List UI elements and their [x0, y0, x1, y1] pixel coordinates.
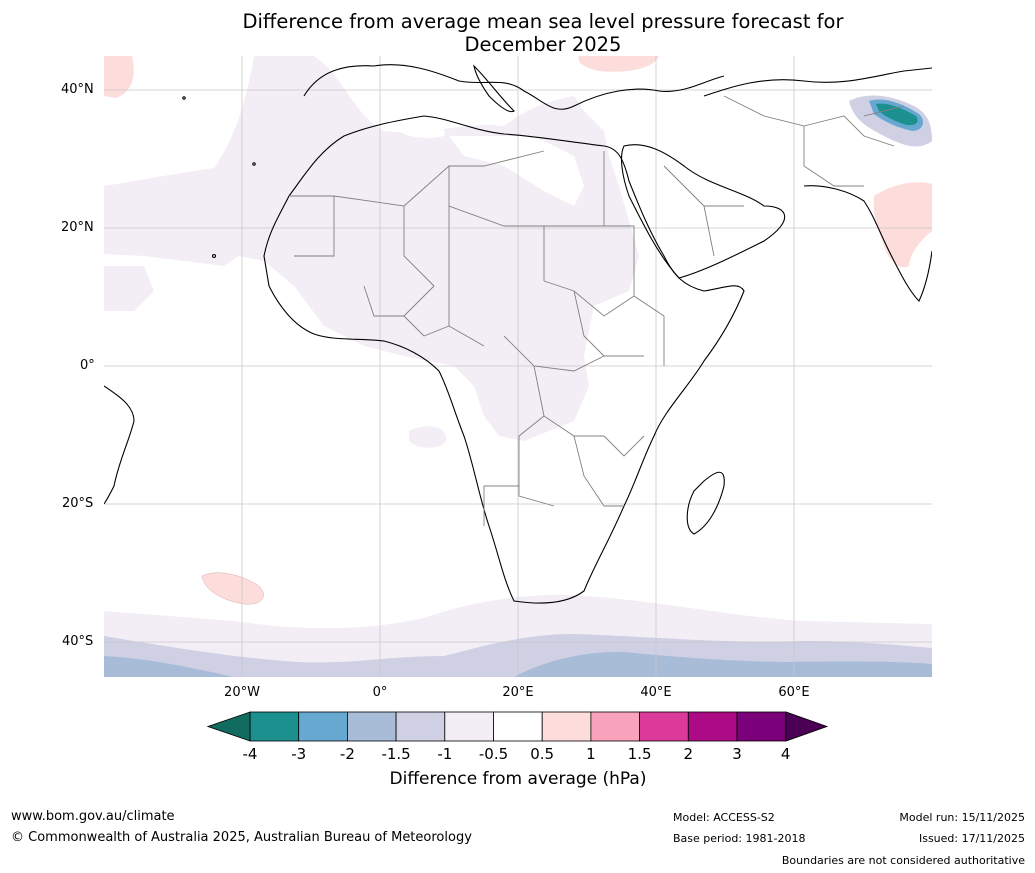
- footer-model: Model: ACCESS-S2: [673, 811, 775, 824]
- colorbar-swatch: [395, 711, 446, 742]
- lat-label-40s: 40°S: [62, 634, 94, 649]
- colorbar-swatch: [493, 711, 543, 742]
- lavender-region-west: [104, 266, 154, 311]
- island-2: [252, 162, 256, 166]
- colorbar-label: Difference from average (hPa): [389, 769, 647, 789]
- footer-base-period: Base period: 1981-2018: [673, 832, 806, 845]
- lavender-region-se-atlantic: [409, 426, 447, 448]
- lavender-region-north: [104, 56, 639, 441]
- colorbar-tick-label: 0.5: [530, 745, 555, 763]
- colorbar-swatch: [249, 711, 300, 742]
- colorbar-swatch: [639, 711, 689, 742]
- negative-inner-tibet: [876, 103, 918, 126]
- lon-label-40e: 40°E: [640, 685, 672, 700]
- italy: [473, 64, 515, 113]
- africa-coastline: [263, 115, 745, 604]
- southern-blue-band-east: [514, 651, 932, 677]
- lat-label-equator: 0°: [80, 358, 95, 373]
- india-coast: [803, 185, 932, 302]
- colorbar-tick-label: 3: [732, 745, 742, 763]
- lon-label-20w: 20°W: [224, 685, 260, 700]
- title-line-2: December 2025: [464, 33, 622, 56]
- coastlines: [104, 64, 932, 604]
- colorbar-swatch: [687, 711, 738, 742]
- colorbar-tick-label: -1: [437, 745, 453, 763]
- south-america-coast: [104, 385, 135, 505]
- colorbar-over-arrow: [785, 711, 829, 742]
- lat-label-40n: 40°N: [61, 82, 94, 97]
- footer-disclaimer: Boundaries are not considered authoritat…: [781, 854, 1025, 867]
- white-patch-2: [449, 136, 584, 206]
- footer-issued: Issued: 17/11/2025: [918, 832, 1025, 845]
- arabian-peninsula: [620, 144, 786, 279]
- colorbar-swatch: [590, 711, 640, 742]
- lat-label-20s: 20°S: [62, 496, 94, 511]
- island-1: [211, 253, 217, 259]
- colorbar-tick-label: 4: [780, 745, 791, 763]
- colorbar-tick-label: -1.5: [381, 745, 411, 763]
- asia-north-coast: [703, 67, 932, 97]
- lon-label-60e: 60°E: [778, 685, 810, 700]
- country-borders: [289, 95, 905, 526]
- colorbar-tick-label: 2: [683, 745, 694, 763]
- southern-blue-band-west: [104, 656, 234, 677]
- madagascar: [686, 471, 725, 535]
- pink-patch-south: [201, 572, 264, 605]
- lon-label-20e: 20°E: [502, 685, 534, 700]
- colorbar-tick-label: -3: [291, 745, 307, 763]
- colorbar-tick-label: -2: [339, 745, 355, 763]
- colorbar-tick-label: 1.5: [627, 745, 652, 763]
- chart-title: Difference from average mean sea level p…: [180, 10, 906, 56]
- white-patch-1: [394, 115, 445, 138]
- lat-label-20n: 20°N: [61, 220, 94, 235]
- footer-copyright: © Commonwealth of Australia 2025, Austra…: [11, 830, 472, 845]
- colorbar-tick-label: -4: [242, 745, 258, 763]
- colorbar-tick-label: 1: [586, 745, 596, 763]
- colorbar-under-arrow: [207, 711, 251, 742]
- europe-coast: [303, 64, 725, 110]
- pink-patch-north: [578, 56, 659, 72]
- colorbar-swatch: [541, 711, 592, 742]
- footer-website: www.bom.gov.au/climate: [11, 809, 175, 824]
- colorbar-swatch: [298, 711, 348, 742]
- colorbar-swatch: [346, 711, 397, 742]
- gridlines: [104, 56, 932, 677]
- title-line-1: Difference from average mean sea level p…: [242, 10, 844, 33]
- island-3: [182, 96, 186, 100]
- footer-model-run: Model run: 15/11/2025: [899, 811, 1025, 824]
- colorbar-tick-label: -0.5: [478, 745, 509, 763]
- lon-label-0: 0°: [372, 685, 388, 700]
- pink-patch-india: [873, 182, 932, 268]
- pressure-anomaly-map: [104, 56, 932, 677]
- colorbar-swatch: [444, 711, 494, 742]
- white-patch-3: [644, 191, 714, 228]
- colorbar: [207, 711, 829, 742]
- colorbar-swatch: [736, 711, 787, 742]
- pink-patch-nw: [104, 56, 134, 98]
